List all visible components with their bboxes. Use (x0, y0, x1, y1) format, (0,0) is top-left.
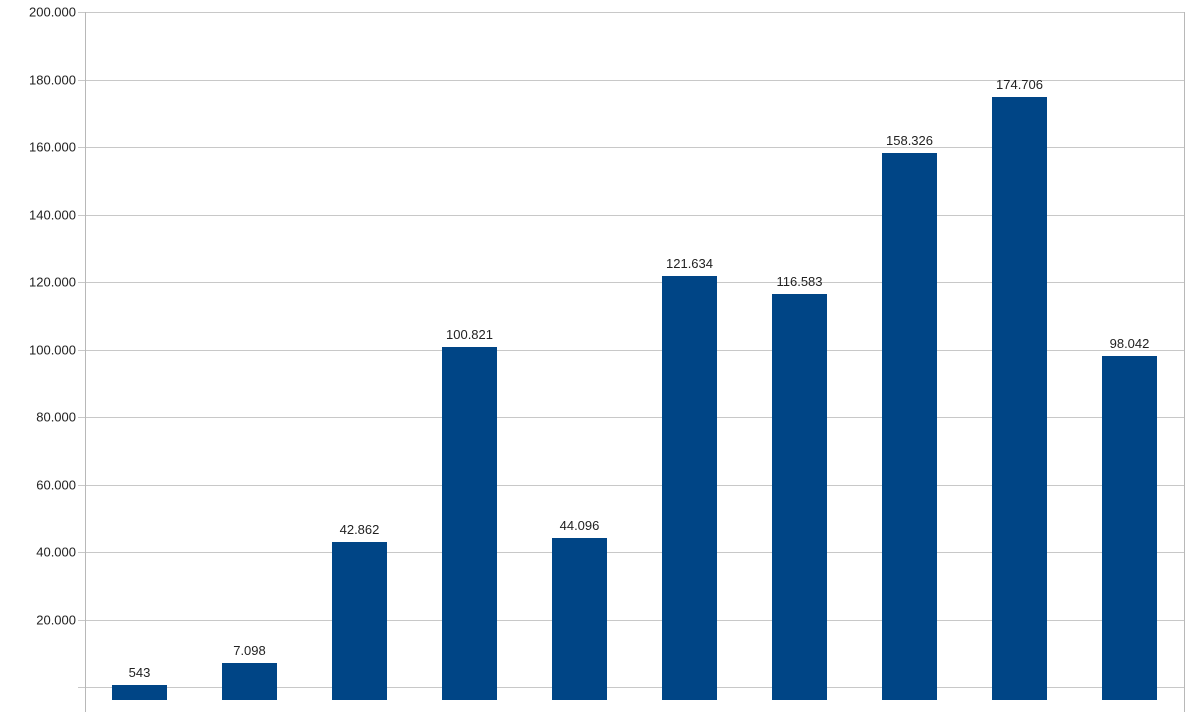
gridline (78, 147, 1184, 148)
bar (552, 538, 607, 700)
y-tick-label: 80.000 (36, 409, 76, 425)
bar (662, 276, 717, 700)
bar-value-label: 7.098 (233, 643, 266, 659)
bar (332, 542, 387, 700)
bar-value-label: 158.326 (886, 132, 933, 148)
bar-value-label: 543 (128, 665, 151, 681)
bar-value-label: 44.096 (559, 518, 600, 534)
bar (112, 685, 167, 700)
gridline (78, 350, 1184, 351)
y-tick-label: 120.000 (29, 274, 76, 290)
gridline (78, 552, 1184, 553)
bar (222, 663, 277, 700)
y-tick-label: 160.000 (29, 139, 76, 155)
bar-value-label: 98.042 (1109, 336, 1150, 352)
bar (1102, 356, 1157, 700)
right-border (1184, 12, 1185, 712)
y-tick-label: 140.000 (29, 207, 76, 222)
y-tick-label: 60.000 (36, 477, 76, 492)
bar-value-label: 121.634 (666, 256, 713, 272)
y-tick-label: 200.000 (29, 4, 76, 20)
gridline (78, 80, 1184, 81)
bar (772, 293, 827, 700)
bar (992, 97, 1047, 700)
gridline (78, 485, 1184, 486)
gridline (78, 620, 1184, 621)
bar-value-label: 42.862 (339, 522, 380, 538)
bar-value-label: 174.706 (996, 77, 1043, 93)
bar (442, 346, 497, 700)
bar-value-label: 100.821 (446, 326, 493, 342)
gridline (78, 215, 1184, 216)
y-tick-label: 40.000 (36, 544, 76, 560)
bar (882, 152, 937, 700)
y-tick-label: 180.000 (29, 72, 76, 87)
gridline (78, 12, 1184, 13)
y-axis-line (85, 12, 86, 712)
gridline (78, 417, 1184, 418)
y-tick-label: 100.000 (29, 342, 76, 357)
gridline (78, 282, 1184, 283)
bar-value-label: 116.583 (776, 273, 823, 289)
y-tick-label: 20.000 (36, 612, 76, 627)
bar-chart: 200.000 180.000 160.000 140.000 120.000 100.0… (29, 4, 1185, 712)
